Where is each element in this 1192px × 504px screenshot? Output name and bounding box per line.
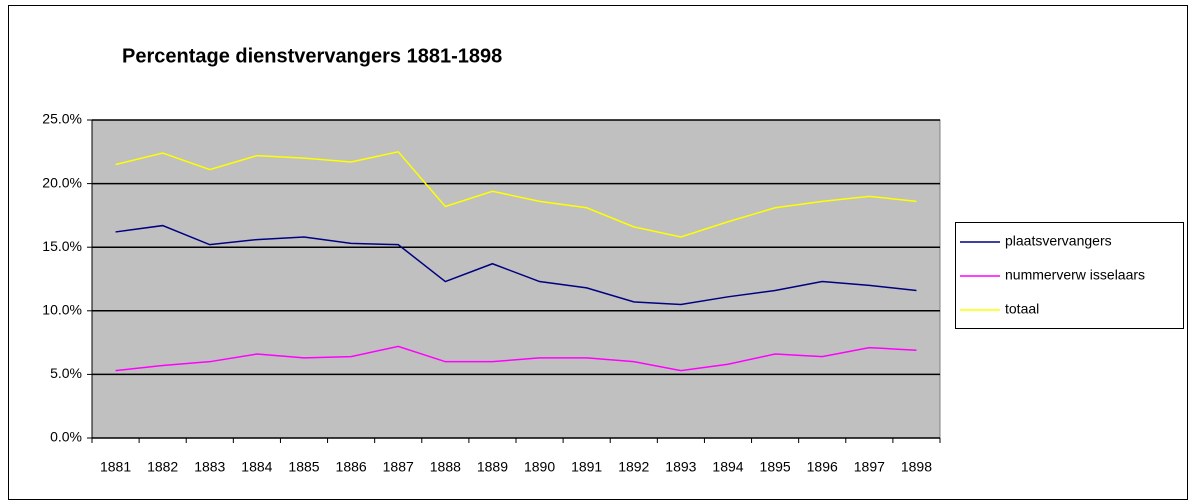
y-tick-label: 25.0%	[42, 111, 82, 127]
x-tick-label: 1896	[807, 459, 838, 475]
x-tick-label: 1895	[760, 459, 791, 475]
x-tick-label: 1886	[336, 459, 367, 475]
chart-title: Percentage dienstvervangers 1881-1898	[122, 45, 502, 67]
x-tick-label: 1885	[288, 459, 319, 475]
y-tick-label: 10.0%	[42, 302, 82, 318]
x-tick-label: 1883	[194, 459, 225, 475]
x-tick-label: 1897	[854, 459, 885, 475]
x-tick-label: 1889	[477, 459, 508, 475]
y-tick-label: 0.0%	[50, 429, 82, 445]
legend-label: plaatsvervangers	[1005, 233, 1112, 249]
y-tick-label: 5.0%	[50, 365, 82, 381]
plot-area	[91, 119, 941, 439]
legend-label: nummerverw isselaars	[1005, 267, 1145, 283]
series-line	[115, 150, 917, 238]
x-tick-label: 1882	[147, 459, 178, 475]
y-tick-label: 15.0%	[42, 238, 82, 254]
series-line	[115, 224, 917, 306]
x-tick-label: 1891	[571, 459, 602, 475]
x-tick-label: 1898	[901, 459, 932, 475]
x-tick-label: 1893	[665, 459, 696, 475]
x-tick-label: 1884	[241, 459, 272, 475]
y-tick-label: 20.0%	[42, 174, 82, 190]
x-tick-label: 1881	[100, 459, 131, 475]
legend-label: totaal	[1005, 301, 1039, 317]
series-line	[115, 345, 917, 372]
x-tick-label: 1894	[712, 459, 743, 475]
x-tick-label: 1890	[524, 459, 555, 475]
x-tick-label: 1892	[618, 459, 649, 475]
x-tick-label: 1887	[383, 459, 414, 475]
x-tick-label: 1888	[430, 459, 461, 475]
